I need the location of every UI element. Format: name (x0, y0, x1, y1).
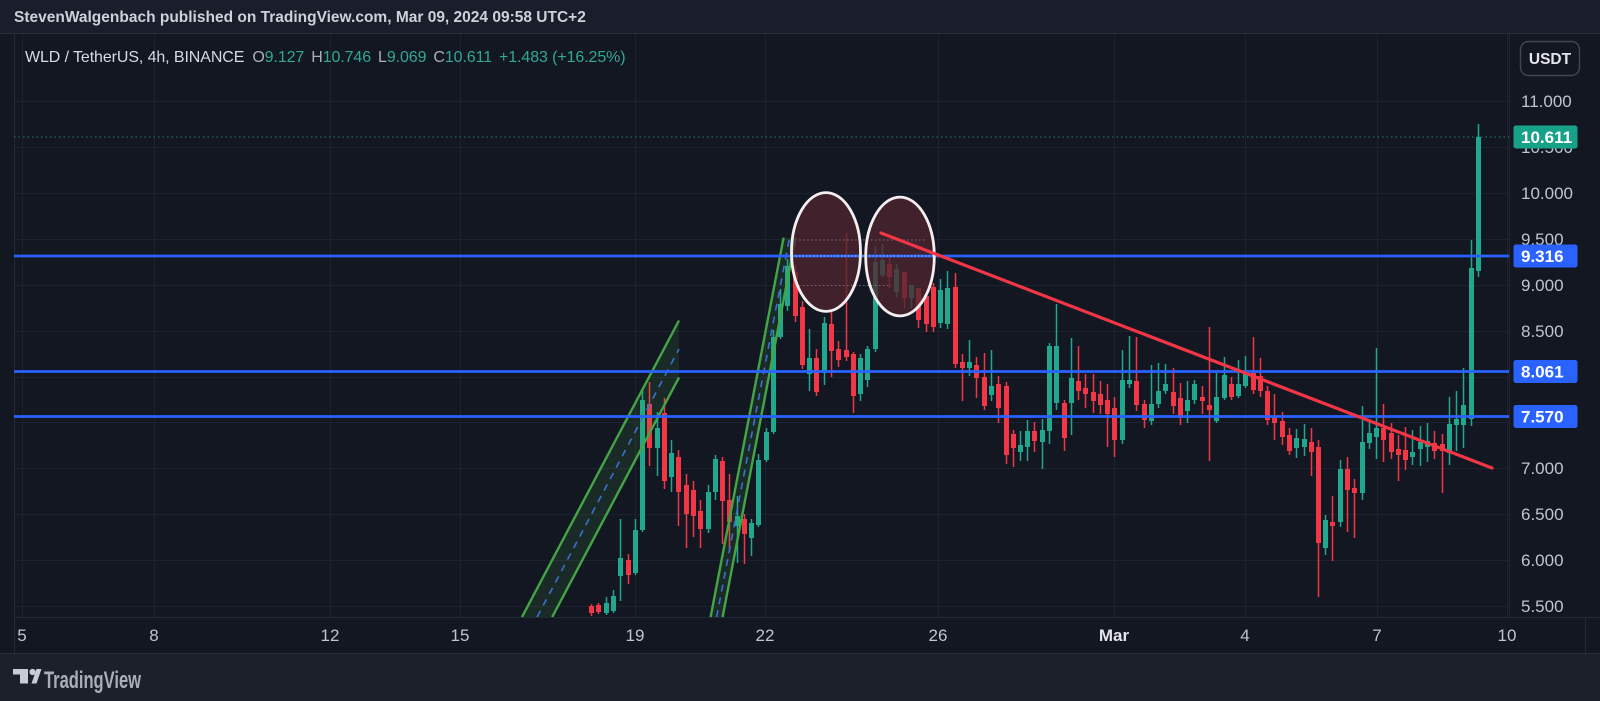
svg-text:4: 4 (1240, 626, 1249, 645)
svg-text:15: 15 (451, 626, 470, 645)
svg-text:8.500: 8.500 (1521, 322, 1564, 341)
svg-text:19: 19 (626, 626, 645, 645)
svg-text:Mar: Mar (1099, 626, 1130, 645)
svg-text:9.500: 9.500 (1521, 230, 1564, 249)
svg-text:5: 5 (17, 626, 26, 645)
svg-text:5.500: 5.500 (1521, 597, 1564, 616)
svg-text:TradingView: TradingView (44, 667, 141, 694)
svg-text:9.000: 9.000 (1521, 276, 1564, 295)
svg-text:10: 10 (1498, 626, 1517, 645)
svg-text:12: 12 (321, 626, 340, 645)
svg-text:6.000: 6.000 (1521, 551, 1564, 570)
svg-text:10.000: 10.000 (1521, 184, 1573, 203)
svg-text:7: 7 (1372, 626, 1381, 645)
svg-text:22: 22 (756, 626, 775, 645)
svg-text:StevenWalgenbach published on: StevenWalgenbach published on TradingVie… (14, 9, 586, 26)
svg-text:9.316: 9.316 (1521, 247, 1564, 266)
svg-text:7.570: 7.570 (1521, 408, 1564, 427)
svg-text:10.611: 10.611 (1521, 128, 1572, 147)
svg-text:26: 26 (929, 626, 948, 645)
svg-text:11.000: 11.000 (1521, 92, 1572, 111)
svg-text:USDT: USDT (1529, 51, 1572, 68)
svg-text:6.500: 6.500 (1521, 505, 1564, 524)
svg-text:7.000: 7.000 (1521, 459, 1564, 478)
svg-text:8.061: 8.061 (1521, 363, 1564, 382)
svg-text:8: 8 (149, 626, 158, 645)
